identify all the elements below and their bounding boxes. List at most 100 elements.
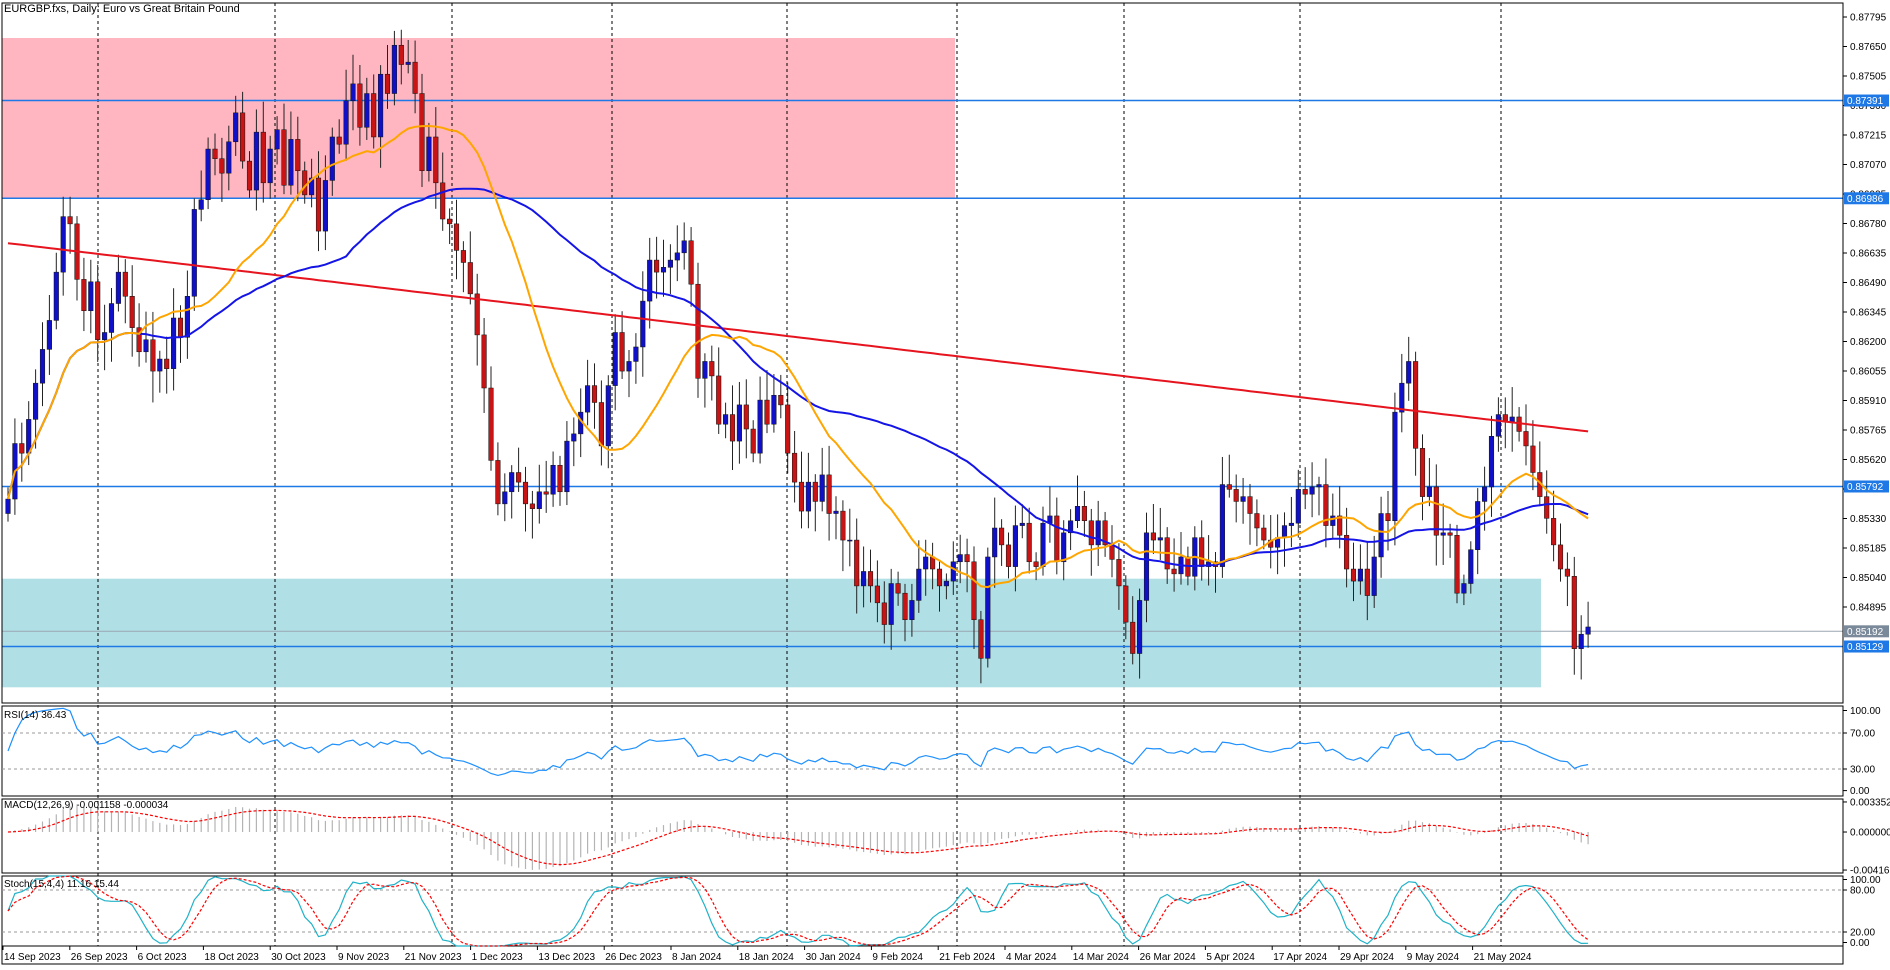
candle-body <box>488 387 494 461</box>
price-marker[interactable] <box>1844 480 1889 493</box>
candle-body <box>805 481 811 512</box>
candle-body <box>1371 556 1377 596</box>
candle-body <box>1026 522 1032 563</box>
date-tick-label: 9 May 2024 <box>1407 952 1460 963</box>
price-marker[interactable] <box>1844 625 1889 638</box>
date-tick-label: 5 Apr 2024 <box>1206 952 1255 963</box>
candle-body <box>1254 513 1260 529</box>
candle-body <box>1157 537 1163 541</box>
candle-body <box>1095 520 1101 546</box>
candle-body <box>1116 559 1122 587</box>
price-marker[interactable] <box>1844 94 1889 107</box>
date-tick-label: 9 Nov 2023 <box>338 952 390 963</box>
candle-body <box>433 136 439 184</box>
candle-body <box>281 129 287 186</box>
candle-body <box>1247 496 1253 514</box>
price-tick-label: 0.86200 <box>1850 337 1887 348</box>
candle-body <box>1074 506 1081 522</box>
candle-body <box>840 510 846 541</box>
candle-body <box>219 158 225 174</box>
candle-body <box>1330 515 1336 526</box>
candle-body <box>729 414 736 442</box>
candle-body <box>384 73 391 94</box>
stochastic-d-line <box>7 875 1589 947</box>
rsi-pane[interactable] <box>1 705 1844 797</box>
candle-body <box>1295 489 1301 524</box>
candle-body <box>1344 534 1350 570</box>
candle-body <box>688 240 694 285</box>
candle-body <box>212 148 218 159</box>
macd-pane[interactable] <box>1 798 1844 874</box>
candle-body <box>260 131 266 184</box>
candle-body <box>695 283 701 379</box>
candle-body <box>295 139 301 172</box>
candle-body <box>460 250 466 263</box>
candle-body <box>1261 527 1267 541</box>
date-tick-label: 26 Sep 2023 <box>71 952 128 963</box>
candle-body <box>1061 532 1067 563</box>
candle-body <box>398 44 404 65</box>
indicator-tick-label: 0.000000 <box>1850 828 1890 839</box>
candle-body <box>957 554 963 563</box>
candle-body <box>122 271 128 297</box>
candle-body <box>1564 568 1570 577</box>
candle-body <box>1544 496 1550 519</box>
candle-body <box>950 561 956 582</box>
date-tick-label: 21 May 2024 <box>1474 952 1532 963</box>
candle-body <box>778 394 784 406</box>
candle-body <box>667 259 673 268</box>
candle-body <box>1109 544 1115 560</box>
indicator-tick-label: 30.00 <box>1850 765 1875 776</box>
candle-body <box>874 585 880 604</box>
candle-body <box>150 339 156 372</box>
candle-body <box>1137 600 1143 654</box>
candle-body <box>1454 534 1460 594</box>
candle-body <box>88 281 94 312</box>
indicator-tick-label: 0.00 <box>1850 786 1870 797</box>
candle-body <box>1005 544 1012 567</box>
price-tick-label: 0.85185 <box>1850 544 1887 555</box>
candle-body <box>357 83 363 128</box>
candle-body <box>1316 484 1322 488</box>
candle-body <box>633 346 639 362</box>
candle-body <box>336 136 342 145</box>
price-tick-label: 0.87795 <box>1850 13 1887 24</box>
candle-body <box>1171 568 1177 575</box>
date-tick-label: 30 Oct 2023 <box>271 952 326 963</box>
price-marker[interactable] <box>1844 192 1889 205</box>
date-tick-label: 13 Dec 2023 <box>538 952 595 963</box>
price-tick-label: 0.87505 <box>1850 72 1887 83</box>
price-tick-label: 0.86635 <box>1850 249 1887 260</box>
candle-body <box>564 440 570 493</box>
candle-body <box>115 271 121 304</box>
candle-body <box>1240 496 1246 502</box>
price-tick-label: 0.86055 <box>1850 367 1887 378</box>
candle-body <box>605 385 611 447</box>
candle-body <box>1199 537 1205 567</box>
candle-body <box>184 296 190 338</box>
candle-body <box>674 252 680 261</box>
candle-body <box>654 259 660 273</box>
candle-body <box>274 129 280 150</box>
date-tick-label: 30 Jan 2024 <box>806 952 861 963</box>
candle-body <box>867 571 874 587</box>
candle-body <box>1364 568 1370 596</box>
candle-body <box>1323 484 1329 526</box>
candle-body <box>495 460 501 505</box>
price-pane[interactable] <box>1 2 1844 704</box>
candle-body <box>233 112 239 143</box>
candle-body <box>736 404 742 442</box>
candle-body <box>516 472 522 483</box>
date-tick-label: 26 Mar 2024 <box>1140 952 1197 963</box>
candle-body <box>343 100 349 145</box>
candle-body <box>1143 532 1150 601</box>
candle-body <box>1557 544 1564 570</box>
candle-body <box>1019 522 1025 526</box>
candle-body <box>1585 626 1591 635</box>
price-marker[interactable] <box>1844 640 1889 653</box>
candle-body <box>571 433 577 442</box>
price-tick-label: 0.84895 <box>1850 603 1887 614</box>
price-tick-label: 0.85330 <box>1850 514 1887 525</box>
